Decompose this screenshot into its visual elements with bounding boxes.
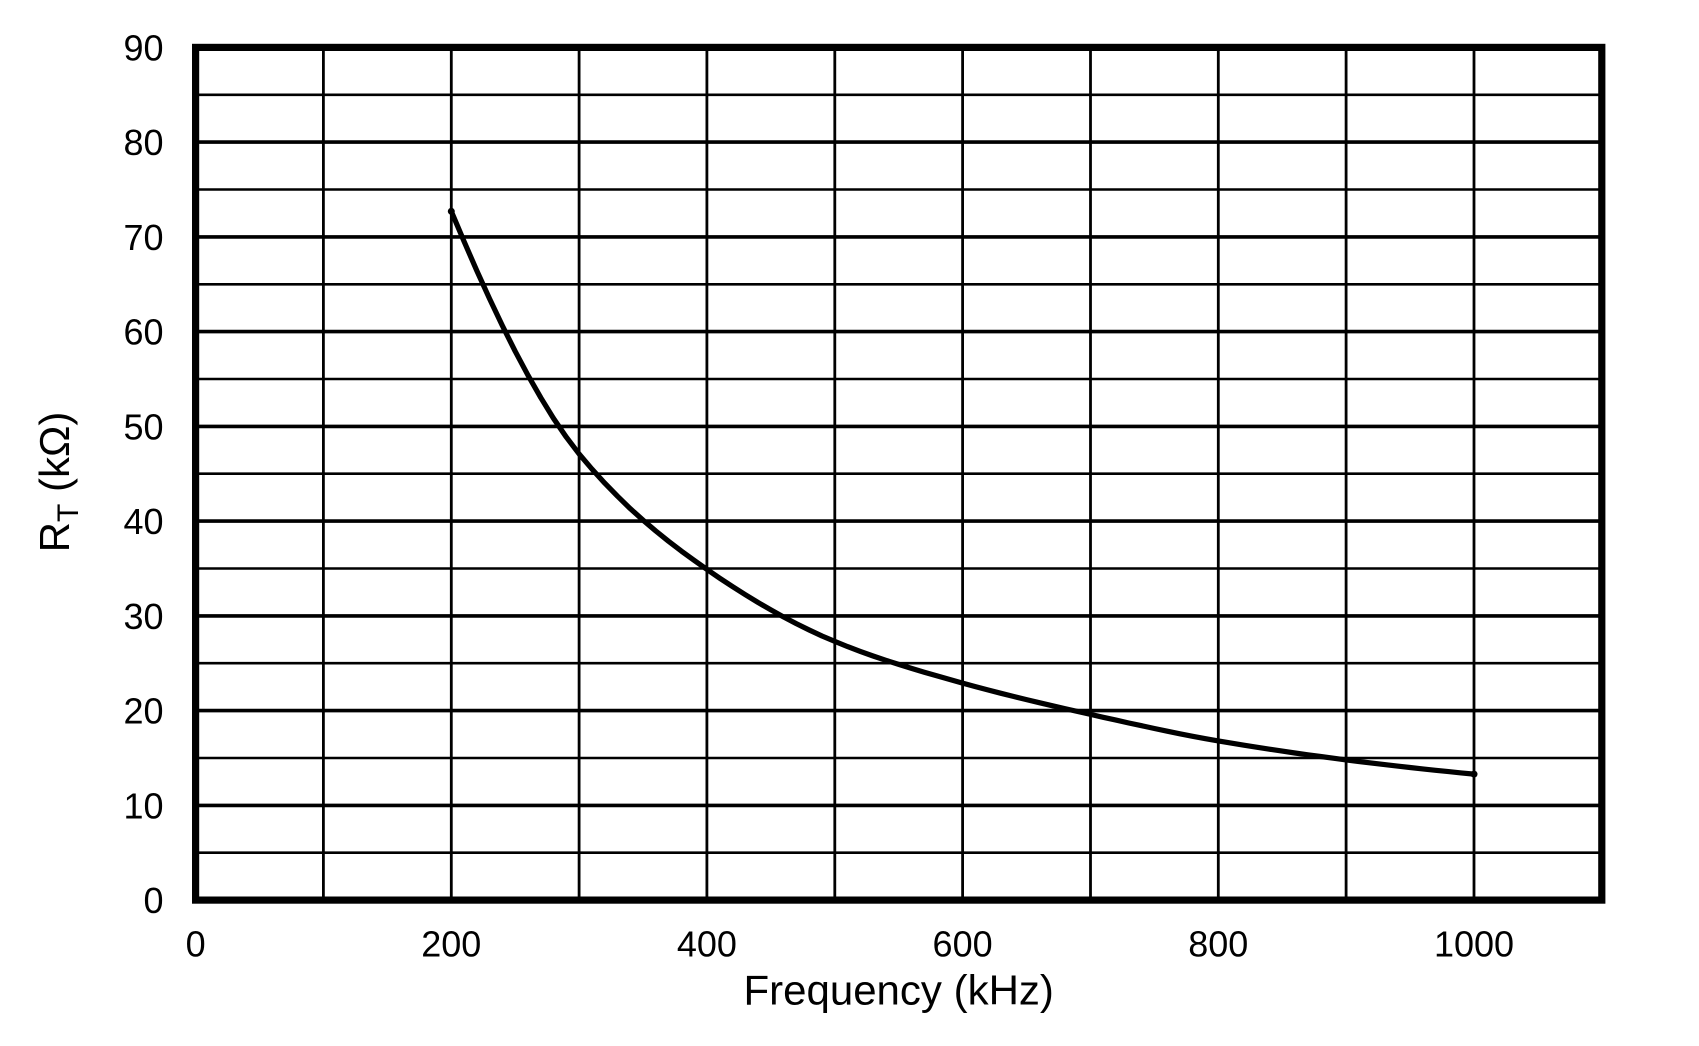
svg-text:1000: 1000 — [1434, 924, 1514, 965]
svg-text:0: 0 — [186, 924, 206, 965]
svg-text:800: 800 — [1188, 924, 1248, 965]
svg-text:200: 200 — [421, 924, 481, 965]
svg-text:40: 40 — [123, 501, 163, 542]
svg-text:RT (kΩ): RT (kΩ) — [31, 412, 85, 553]
svg-text:90: 90 — [123, 27, 163, 68]
svg-text:10: 10 — [123, 785, 163, 826]
svg-text:20: 20 — [123, 691, 163, 732]
svg-text:80: 80 — [123, 122, 163, 163]
svg-text:30: 30 — [123, 596, 163, 637]
svg-text:0: 0 — [143, 880, 163, 921]
svg-text:50: 50 — [123, 406, 163, 447]
svg-text:60: 60 — [123, 312, 163, 353]
svg-text:70: 70 — [123, 217, 163, 258]
svg-text:600: 600 — [933, 924, 993, 965]
svg-text:400: 400 — [677, 924, 737, 965]
svg-text:Frequency (kHz): Frequency (kHz) — [743, 967, 1053, 1014]
